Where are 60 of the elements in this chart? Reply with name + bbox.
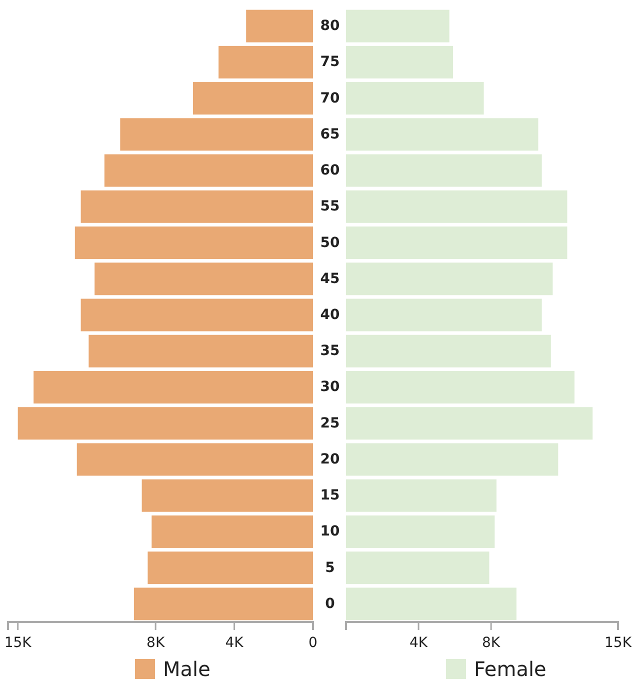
bar — [346, 407, 593, 440]
y-tick-label: 5 — [325, 560, 335, 576]
bar — [346, 588, 516, 620]
y-tick-label: 70 — [320, 90, 340, 106]
bar — [346, 10, 450, 42]
y-tick-label: 55 — [320, 198, 340, 215]
bar — [346, 552, 490, 584]
bar — [346, 118, 538, 151]
bar — [94, 262, 313, 296]
bar — [218, 46, 313, 78]
bar — [346, 190, 568, 223]
bar — [142, 479, 313, 512]
bar — [346, 334, 551, 368]
bar — [346, 82, 484, 115]
bar — [34, 370, 313, 404]
y-tick-label: 40 — [320, 307, 340, 323]
y-tick-label: 0 — [325, 596, 336, 612]
y-tick-label: 30 — [320, 379, 340, 396]
bar — [134, 588, 313, 620]
y-tick-label: 80 — [320, 18, 340, 34]
bar — [152, 515, 313, 548]
bar — [74, 226, 313, 260]
bar — [346, 515, 495, 548]
bar — [346, 479, 497, 512]
bar — [346, 370, 574, 404]
y-tick-label: 15 — [320, 488, 340, 504]
bar — [346, 46, 453, 78]
legend-label: Male — [163, 657, 210, 681]
x-tick-label: 8K — [146, 635, 166, 651]
bar — [346, 226, 568, 260]
x-tick-label: 15K — [4, 635, 32, 651]
y-tick-label: 60 — [320, 162, 340, 179]
bar — [346, 443, 558, 476]
bar — [88, 334, 313, 368]
y-tick-label: 25 — [320, 415, 340, 432]
bar — [80, 298, 313, 332]
bar — [246, 10, 313, 42]
x-tick-label: 15K — [604, 635, 632, 651]
bar — [192, 82, 313, 115]
y-tick-label: 45 — [320, 270, 340, 287]
bar — [80, 190, 313, 223]
y-tick-label: 75 — [320, 54, 340, 70]
bar — [346, 262, 553, 296]
x-tick-label: 4K — [409, 635, 428, 651]
bar — [76, 443, 313, 476]
y-tick-label: 50 — [320, 234, 340, 251]
legend-label: Female — [474, 657, 546, 681]
bar — [120, 118, 313, 151]
x-tick-label: 8K — [482, 635, 501, 651]
bar — [104, 154, 313, 187]
y-tick-label: 20 — [320, 451, 340, 468]
y-tick-label: 10 — [320, 524, 340, 540]
y-tick-label: 35 — [320, 343, 340, 360]
bar — [18, 407, 313, 440]
x-tick-label: 4K — [225, 635, 244, 651]
x-tick-label: 0 — [308, 635, 318, 651]
bar — [346, 154, 542, 187]
bar — [148, 552, 313, 584]
y-tick-label: 65 — [320, 126, 340, 142]
bar — [346, 298, 542, 332]
